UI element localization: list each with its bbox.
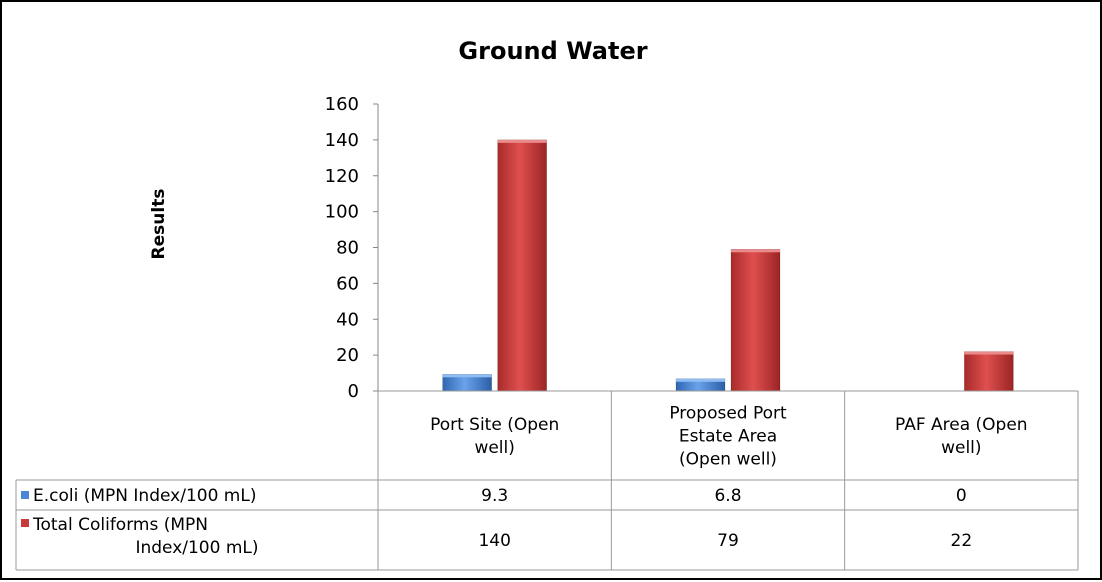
- chart-title: Ground Water: [458, 37, 647, 65]
- category-label: Estate Area: [679, 427, 777, 447]
- y-tick-label: 20: [336, 345, 359, 366]
- legend-label: Total Coliforms (MPN: [32, 515, 208, 535]
- y-axis-title: Results: [149, 189, 169, 260]
- category-label: PAF Area (Open: [895, 415, 1028, 435]
- legend-key: [21, 491, 29, 499]
- y-tick-label: 60: [336, 273, 359, 294]
- bar-top: [442, 374, 492, 378]
- bar-top: [731, 249, 780, 253]
- bar-top: [676, 378, 725, 382]
- data-label: 22: [951, 531, 973, 551]
- bar-top: [964, 351, 1014, 355]
- data-label: 140: [478, 531, 510, 551]
- y-axis-ticks: 0 20 40 60 80 100 120 140 160: [325, 94, 379, 402]
- data-label: 0: [956, 486, 967, 506]
- category-label: well): [474, 438, 514, 458]
- y-tick-label: 160: [325, 94, 359, 115]
- y-tick-label: 40: [336, 309, 359, 330]
- category-label: Port Site (Open: [430, 415, 559, 435]
- y-tick-label: 140: [325, 130, 359, 151]
- data-table: Port Site (Open well) Proposed Port Estate …: [15, 390, 1079, 571]
- bar-top: [497, 139, 547, 143]
- data-label: 79: [717, 531, 739, 551]
- legend-label: Index/100 mL): [135, 538, 258, 558]
- y-tick-label: 0: [348, 381, 359, 402]
- bars: [442, 139, 1014, 392]
- category-label: (Open well): [679, 450, 777, 470]
- bar: [730, 248, 781, 392]
- legend-key: [21, 519, 29, 527]
- bar: [964, 351, 1014, 392]
- bar: [497, 139, 547, 392]
- y-tick-label: 100: [325, 202, 359, 223]
- category-label: Proposed Port: [669, 404, 787, 424]
- category-label: well): [941, 438, 981, 458]
- y-tick-label: 80: [336, 238, 359, 259]
- legend-label: E.coli (MPN Index/100 mL): [33, 486, 256, 506]
- data-label: 9.3: [481, 486, 508, 506]
- y-tick-label: 120: [325, 166, 359, 187]
- data-label: 6.8: [714, 486, 741, 506]
